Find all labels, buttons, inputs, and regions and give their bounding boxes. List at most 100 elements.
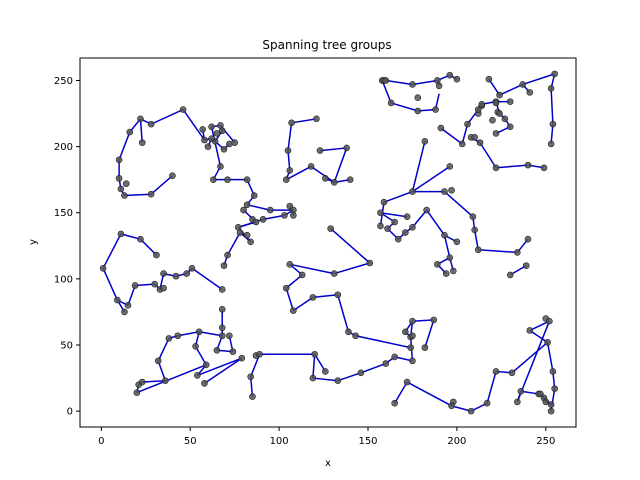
tree-node <box>391 218 398 226</box>
tree-node <box>286 202 294 210</box>
tree-node <box>204 143 212 150</box>
tree-edge <box>285 165 312 181</box>
tree-node <box>224 251 231 259</box>
tree-edge <box>177 331 200 337</box>
tree-node <box>231 139 238 146</box>
tree-edge <box>136 364 207 394</box>
tree-edge <box>262 214 285 221</box>
tree-edges <box>102 73 556 412</box>
tree-edge <box>443 235 451 258</box>
y-axis-ticks: 0 50 100 150 200 250 <box>54 76 80 418</box>
tree-node <box>476 139 484 146</box>
tree-node <box>137 115 144 123</box>
tree-node <box>508 369 516 377</box>
tree-node <box>137 235 144 243</box>
y-tick-label: 150 <box>54 208 73 219</box>
x-tick-label: 50 <box>184 436 197 447</box>
tree-node <box>208 123 215 131</box>
tree-node <box>464 120 471 128</box>
tree-node <box>506 271 514 279</box>
tree-node <box>256 350 263 358</box>
tree-node <box>322 175 329 182</box>
tree-node <box>282 284 290 292</box>
tree-edge <box>443 191 474 218</box>
tree-node <box>382 77 390 84</box>
tree-node <box>174 332 182 340</box>
tree-edge <box>424 319 435 348</box>
tree-node <box>114 296 121 304</box>
tree-edge <box>287 150 291 171</box>
tree-edge <box>337 294 350 332</box>
tree-edge <box>461 123 469 145</box>
tree-node <box>501 115 509 123</box>
x-tick-label: 100 <box>270 436 289 447</box>
tree-edge <box>330 228 371 264</box>
tree-node <box>330 270 338 277</box>
tree-edge <box>479 142 497 169</box>
tree-edge <box>550 88 554 125</box>
tree-node <box>409 332 416 340</box>
tree-node <box>124 302 132 309</box>
tree-node <box>421 138 429 145</box>
tree-edge <box>102 233 122 269</box>
tree-node <box>213 346 221 354</box>
tree-node <box>526 327 534 334</box>
tree-node <box>160 284 167 292</box>
tree-node <box>151 280 158 288</box>
tree-node <box>403 378 411 386</box>
tree-node <box>224 176 231 183</box>
tree-node <box>492 99 500 107</box>
tree-node <box>138 139 146 146</box>
tree-node <box>238 354 246 362</box>
tree-node <box>282 176 290 183</box>
tree-edge <box>102 267 119 301</box>
tree-node <box>478 100 486 108</box>
tree-node <box>346 176 354 183</box>
tree-node <box>496 91 503 99</box>
tree-node <box>313 115 320 123</box>
tree-node <box>236 229 244 236</box>
tree-node <box>208 135 215 142</box>
x-tick-label: 0 <box>98 436 104 447</box>
tree-edge <box>385 79 413 86</box>
y-tick-label: 250 <box>54 76 73 87</box>
tree-node <box>492 368 500 375</box>
tree-edge <box>289 263 335 275</box>
tree-node <box>352 332 359 340</box>
tree-node <box>201 136 208 144</box>
tree-node <box>542 398 550 406</box>
plot-frame <box>79 57 577 428</box>
tree-node <box>311 350 318 358</box>
tree-edge <box>198 331 223 337</box>
tree-edge <box>285 287 295 311</box>
tree-node <box>316 147 324 154</box>
tree-node <box>377 222 384 230</box>
tree-node <box>409 317 416 325</box>
tree-node <box>492 164 500 172</box>
tree-node <box>138 378 146 386</box>
tree-node <box>250 192 258 199</box>
tree-node <box>218 127 226 135</box>
tree-edge <box>142 379 166 383</box>
tree-node <box>522 262 530 269</box>
tree-node <box>188 264 196 272</box>
tree-node <box>322 368 329 375</box>
tree-node <box>514 398 521 406</box>
tree-node <box>442 270 450 277</box>
x-tick-label: 200 <box>447 436 466 447</box>
tree-node <box>549 120 557 128</box>
tree-node <box>117 230 125 238</box>
chart-title: Spanning tree groups <box>262 38 391 52</box>
tree-edge <box>495 164 529 169</box>
tree-edge <box>182 109 206 141</box>
tree-edge <box>412 79 438 86</box>
tree-node <box>441 188 448 195</box>
tree-edge <box>499 83 523 96</box>
tree-nodes <box>99 70 558 415</box>
tree-node <box>243 176 251 183</box>
tree-edge <box>411 141 426 192</box>
tree-edge <box>473 229 479 250</box>
tree-node <box>540 164 548 172</box>
tree-node <box>448 186 455 194</box>
tree-edge <box>546 342 554 372</box>
